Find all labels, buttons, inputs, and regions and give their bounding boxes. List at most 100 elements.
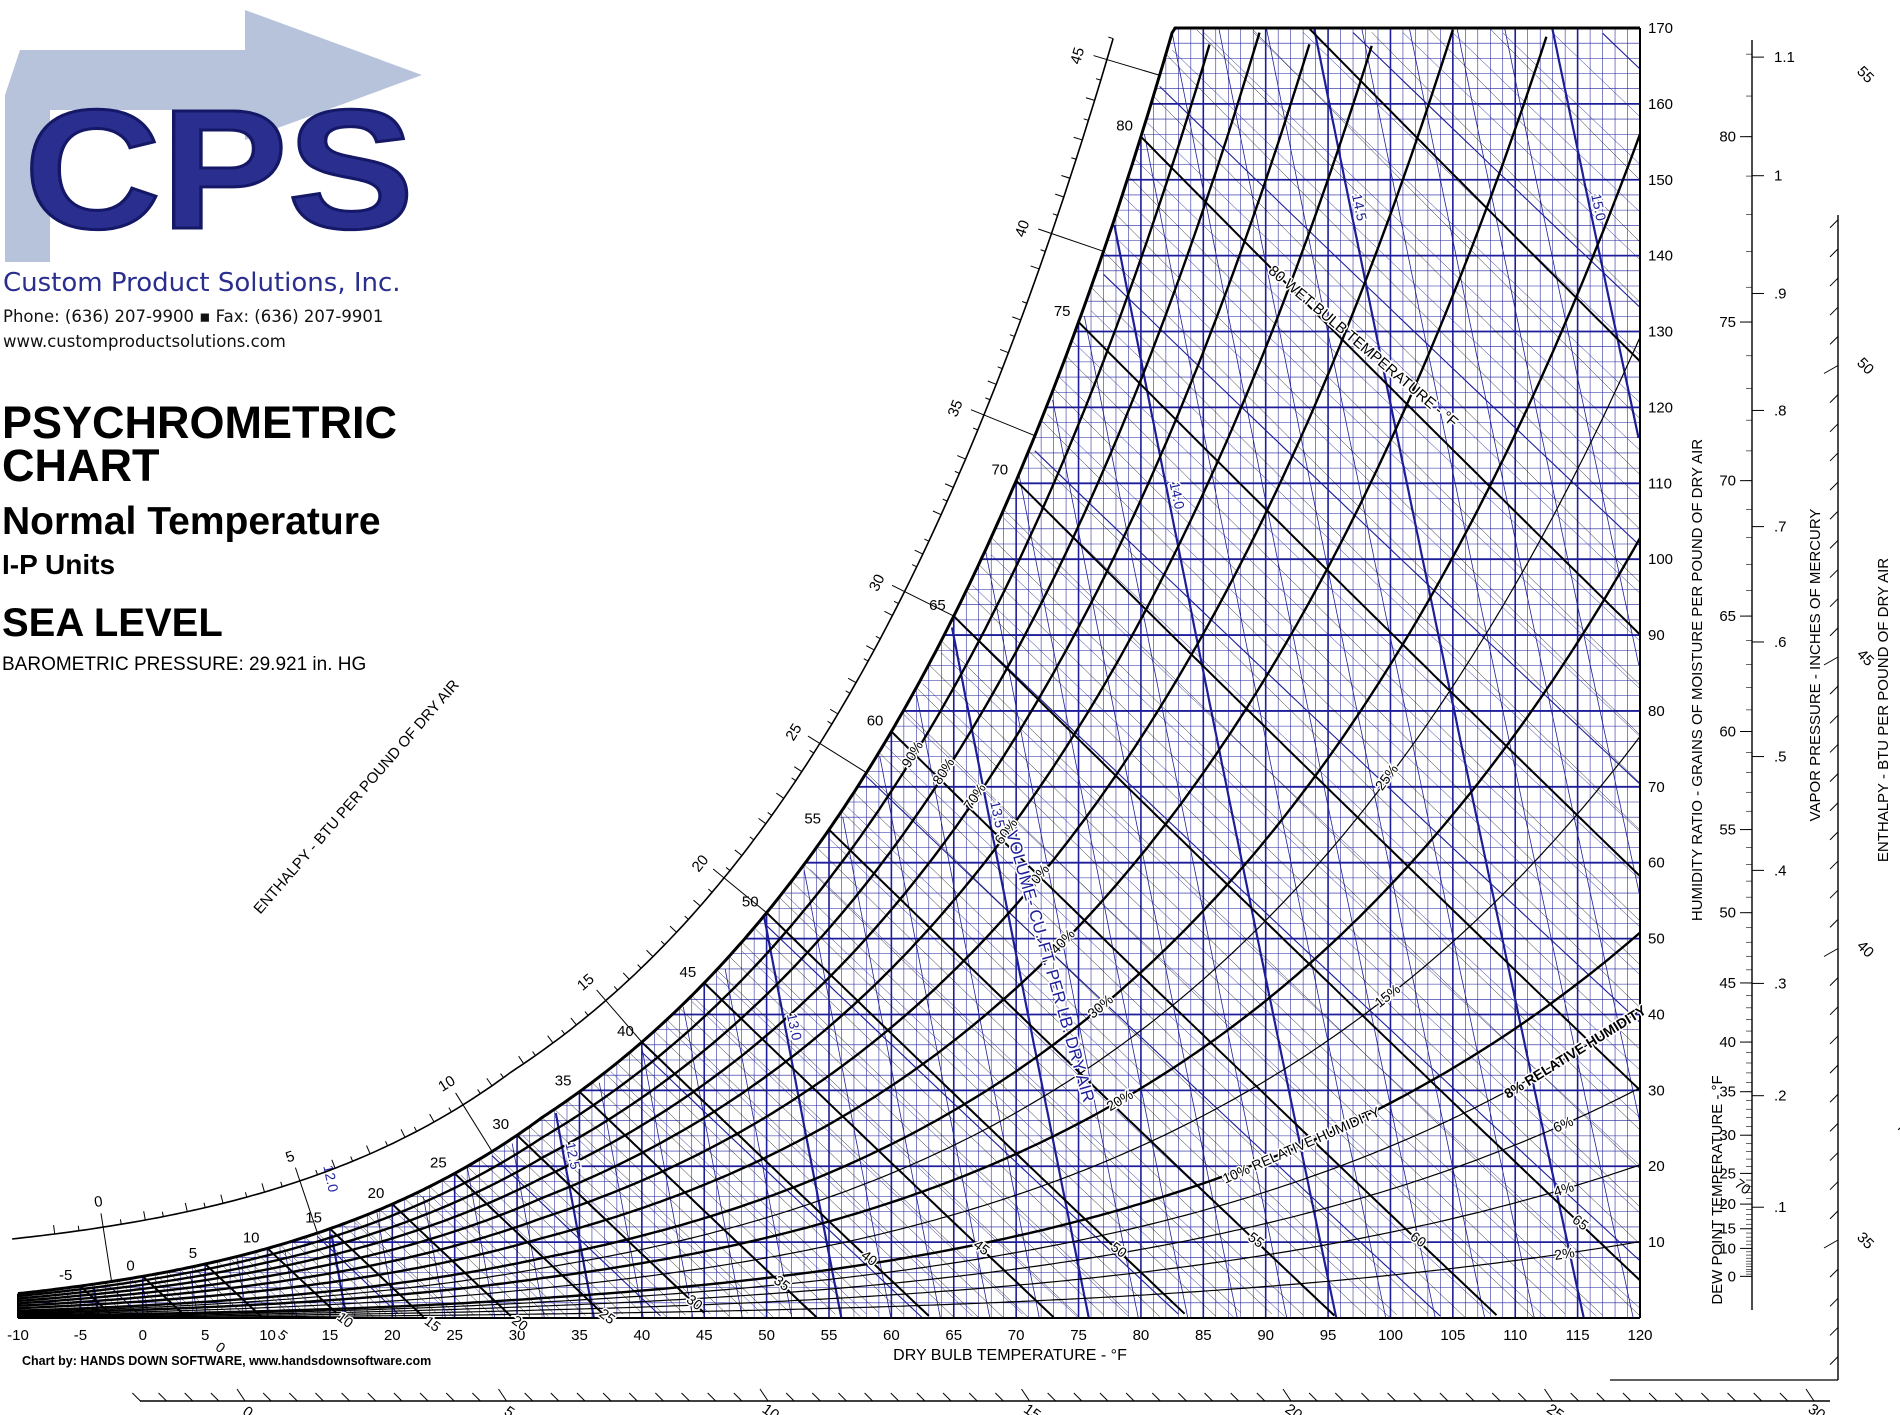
enthalpy-scale-tick	[807, 735, 821, 744]
saturation-temp-label: 45	[680, 964, 697, 981]
wet-bulb-line	[629, 1052, 905, 1315]
x-tick-label: 95	[1320, 1327, 1337, 1344]
y-tick-label: 50	[1648, 931, 1665, 948]
dewpoint-label: 40	[1719, 1034, 1736, 1051]
vapor-pressure-label: .2	[1774, 1088, 1787, 1105]
enthalpy-right-tick	[1829, 598, 1839, 608]
wet-bulb-line	[1015, 479, 1640, 1091]
enthalpy-scale-label: 0	[93, 1193, 104, 1211]
enthalpy-bottom-tick	[759, 1388, 769, 1402]
enthalpy-bottom-tick	[341, 1392, 350, 1402]
volume-line	[1266, 28, 1535, 1318]
x-tick-label: 10	[259, 1327, 276, 1344]
enthalpy-scale-tick	[561, 1029, 566, 1035]
enthalpy-axis-label: ENTHALPY - BTU PER POUND OF DRY AIR	[250, 677, 463, 918]
rh-curve-70	[18, 43, 1311, 1303]
enthalpy-scale-label: 30	[866, 572, 889, 595]
enthalpy-right-tick	[1829, 773, 1839, 782]
enthalpy-scale-tick	[1021, 301, 1028, 304]
enthalpy-scale-tick	[385, 1141, 389, 1147]
wet-bulb-line	[1371, 32, 1640, 303]
enthalpy-bottom-tick	[132, 1392, 141, 1402]
enthalpy-bottom-tick	[1465, 1392, 1475, 1402]
enthalpy-scale-tick	[669, 925, 677, 933]
enthalpy-bottom-label: 25	[1543, 1401, 1566, 1415]
enthalpy-bottom-tick	[184, 1392, 194, 1402]
wet-bulb-line	[941, 640, 1640, 1317]
enthalpy-scale-label: 25	[782, 721, 805, 744]
x-tick-label: 0	[139, 1327, 147, 1344]
enthalpy-line	[1072, 341, 1640, 880]
enthalpy-scale-tick	[350, 1156, 354, 1162]
enthalpy-bottom-tick	[1256, 1392, 1266, 1402]
enthalpy-scale-tick	[518, 1055, 525, 1064]
enthalpy-scale-tick	[875, 635, 881, 640]
enthalpy-scale-tick	[1083, 118, 1089, 121]
rh-curve-10	[18, 931, 1640, 1317]
dewpoint-label: 45	[1719, 975, 1736, 992]
volume-line	[1084, 316, 1288, 1318]
enthalpy-line	[866, 776, 1441, 1317]
wet-bulb-label: 75	[1894, 1118, 1900, 1140]
enthalpy-scale-tick	[1073, 136, 1083, 141]
enthalpy-line	[1134, 158, 1640, 642]
enthalpy-right-tick	[1829, 510, 1839, 520]
volume-line	[724, 968, 793, 1318]
enthalpy-right-tick	[1829, 831, 1839, 841]
enthalpy-right-tick	[1829, 802, 1839, 812]
enthalpy-right-tick	[1829, 977, 1839, 987]
x-tick-label: 30	[509, 1327, 526, 1344]
enthalpy-bottom-tick	[1334, 1392, 1344, 1402]
dewpoint-label: 50	[1719, 905, 1736, 922]
enthalpy-line	[972, 585, 1640, 1214]
vapor-pressure-axis-label: VAPOR PRESSURE - INCHES OF MERCURY	[1807, 509, 1824, 822]
enthalpy-right-tick	[1829, 540, 1839, 549]
enthalpy-right-tick	[1823, 656, 1839, 666]
dewpoint-label: 35	[1719, 1084, 1736, 1101]
enthalpy-line	[610, 1071, 867, 1315]
enthalpy-bottom-tick	[1674, 1392, 1684, 1402]
wet-bulb-line	[1165, 53, 1640, 530]
website-link[interactable]: www.customproductsolutions.com	[3, 332, 286, 351]
enthalpy-bottom-tick	[655, 1392, 664, 1402]
enthalpy-scale-tick	[570, 1017, 577, 1026]
enthalpy-scale-tick	[584, 1011, 589, 1016]
enthalpy-right-tick	[1829, 627, 1839, 637]
enthalpy-right-tick	[1829, 481, 1839, 491]
y-tick-label: 110	[1648, 475, 1672, 492]
enthalpy-scale-label: 20	[689, 852, 713, 876]
wet-bulb-line	[1077, 321, 1640, 877]
enthalpy-bottom-tick	[1099, 1392, 1109, 1402]
enthalpy-right-tick	[1829, 277, 1839, 287]
enthalpy-right-tick	[1829, 860, 1839, 870]
enthalpy-line	[1090, 310, 1640, 832]
enthalpy-scale-tick	[119, 1219, 122, 1225]
enthalpy-bottom-tick	[288, 1392, 298, 1402]
enthalpy-scale-tick	[280, 1181, 283, 1187]
x-tick-label: -10	[7, 1327, 29, 1344]
enthalpy-right-label: 35	[1853, 1229, 1877, 1253]
wet-bulb-line	[1196, 29, 1640, 475]
enthalpy-scale-tick	[261, 1183, 265, 1193]
enthalpy-right-tick	[1829, 452, 1839, 462]
enthalpy-bottom-tick	[1047, 1392, 1057, 1402]
enthalpy-line	[1003, 517, 1640, 1118]
enthalpy-bottom-tick	[1387, 1392, 1396, 1402]
saturation-temp-label: 35	[555, 1073, 572, 1090]
wet-bulb-line	[616, 1062, 880, 1313]
enthalpy-right-tick	[1829, 219, 1839, 229]
enthalpy-scale-tick	[914, 549, 924, 555]
wet-bulb-line	[1140, 135, 1640, 636]
enthalpy-scale-tick	[999, 348, 1009, 354]
enthalpy-connector	[102, 1227, 113, 1282]
volume-label: 12.0	[320, 1164, 341, 1194]
enthalpy-scale-tick	[1055, 193, 1064, 198]
enthalpy-bottom-tick	[1570, 1392, 1580, 1402]
saturation-temp-label: 75	[1054, 303, 1071, 320]
enthalpy-bottom-tick	[1779, 1392, 1789, 1402]
enthalpy-scale-tick	[912, 564, 917, 568]
x-tick-label: -5	[74, 1327, 87, 1344]
wet-bulb-line	[816, 847, 1304, 1316]
company-name: Custom Product Solutions, Inc.	[3, 268, 401, 298]
enthalpy-bottom-tick	[864, 1392, 873, 1402]
